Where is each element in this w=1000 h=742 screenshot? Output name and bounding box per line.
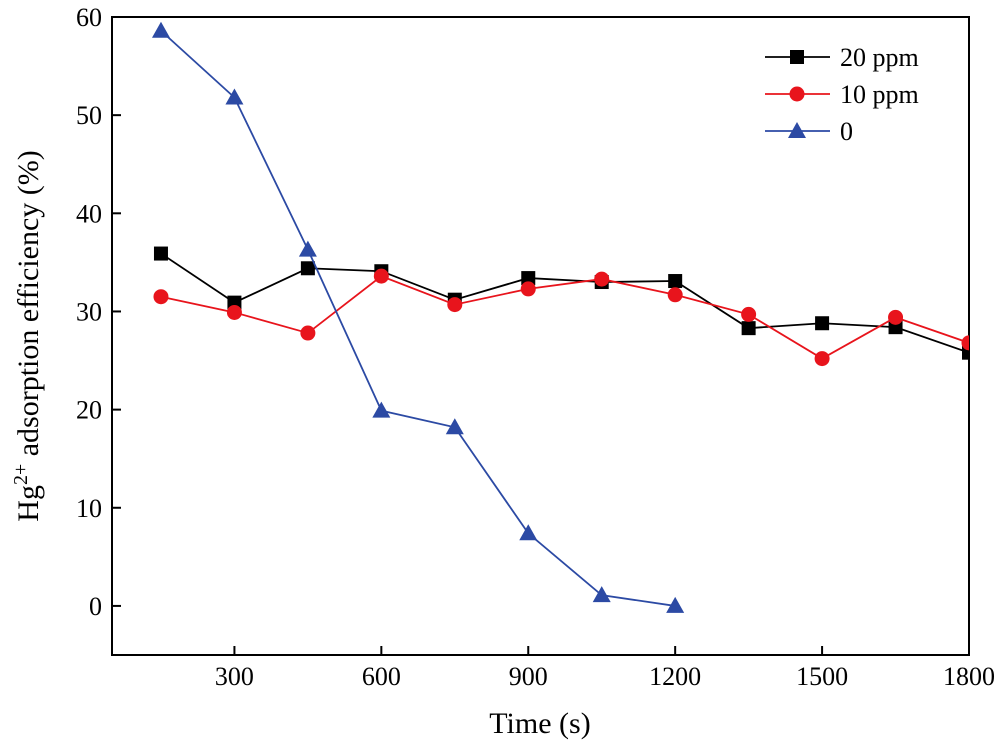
series-0 — [151, 21, 685, 613]
x-axis-title: Time (s) — [489, 707, 590, 740]
y-tick-label: 40 — [76, 199, 102, 228]
legend-item: 20 ppm — [765, 43, 919, 72]
data-point — [151, 21, 170, 38]
data-point — [594, 271, 610, 287]
data-point — [962, 345, 969, 360]
data-point — [445, 418, 464, 435]
data-point — [592, 586, 611, 603]
series-line — [160, 252, 969, 354]
data-point — [961, 335, 969, 351]
series-line — [160, 30, 676, 607]
data-point — [520, 281, 536, 297]
y-tick-label: 60 — [76, 3, 102, 32]
data-point — [372, 401, 391, 418]
legend: 20 ppm 10 ppm 0 — [765, 43, 919, 146]
y-axis-title: Hg2+ adsorption efficiency (%) — [10, 150, 45, 521]
y-axis-title-suffix: adsorption efficiency (%) — [12, 150, 45, 464]
axis-ticks: 300 600 900 1200 1500 1800 0 10 20 30 40 50 60 — [76, 3, 995, 691]
legend-marker — [788, 122, 806, 138]
series-layer — [151, 21, 969, 613]
data-point — [226, 304, 242, 320]
y-tick-label: 10 — [76, 494, 102, 523]
plot-frame — [111, 16, 970, 656]
legend-item: 0 — [765, 117, 853, 146]
data-point — [668, 274, 683, 289]
y-axis-title-prefix: Hg — [12, 485, 45, 522]
series-10-ppm — [153, 268, 969, 367]
data-point — [814, 351, 830, 367]
data-point — [667, 287, 683, 303]
y-axis-title-superscript: 2+ — [10, 464, 32, 485]
data-point — [225, 88, 244, 105]
x-tick-label: 900 — [509, 662, 548, 691]
legend-label: 0 — [840, 117, 853, 146]
data-point — [373, 268, 389, 284]
legend-label: 10 ppm — [840, 80, 919, 109]
data-point — [300, 325, 316, 341]
data-point — [815, 316, 830, 331]
data-point — [666, 596, 685, 613]
y-tick-label: 0 — [89, 592, 102, 621]
data-point — [298, 240, 317, 257]
data-point — [741, 306, 757, 322]
data-point — [153, 246, 168, 261]
series-20-ppm — [153, 246, 969, 360]
x-tick-label: 300 — [215, 662, 254, 691]
x-tick-label: 1200 — [649, 662, 701, 691]
legend-item: 10 ppm — [765, 80, 919, 109]
x-tick-label: 1500 — [796, 662, 848, 691]
y-tick-label: 30 — [76, 297, 102, 326]
series-line — [160, 275, 969, 360]
data-point — [300, 261, 315, 276]
data-point — [447, 297, 463, 313]
y-tick-label: 50 — [76, 101, 102, 130]
x-tick-label: 1800 — [943, 662, 995, 691]
y-tick-label: 20 — [76, 396, 102, 425]
data-point — [741, 321, 756, 336]
legend-marker — [790, 50, 804, 64]
data-point — [888, 309, 904, 325]
legend-marker — [789, 86, 805, 102]
x-tick-label: 600 — [362, 662, 401, 691]
data-point — [519, 524, 538, 541]
legend-label: 20 ppm — [840, 43, 919, 72]
data-point — [521, 271, 536, 286]
data-point — [153, 289, 169, 305]
